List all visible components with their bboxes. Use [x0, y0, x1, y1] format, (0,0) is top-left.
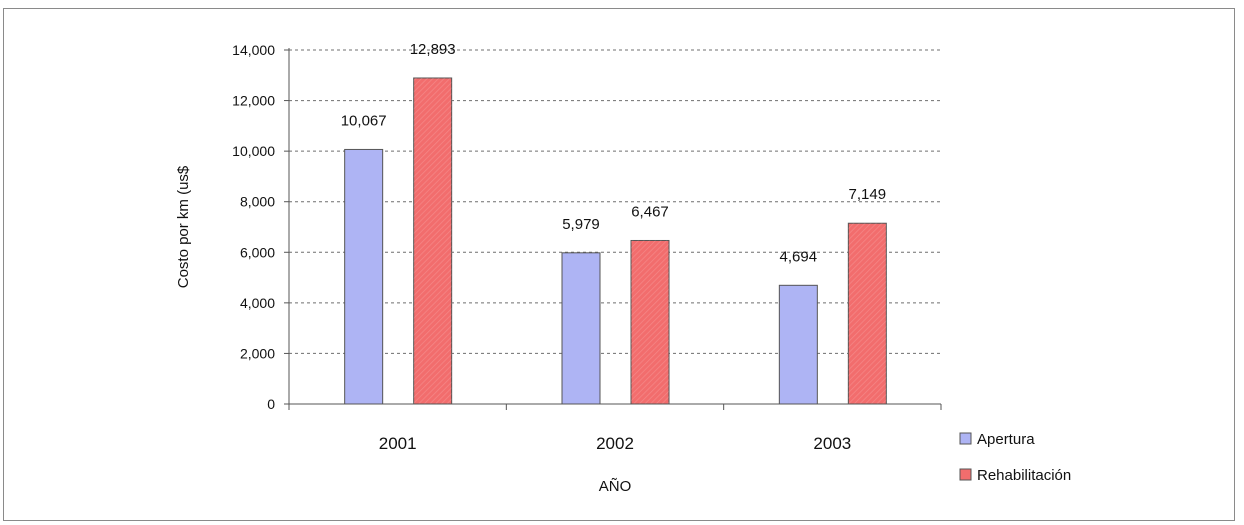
y-tick-label: 14,000: [232, 42, 275, 58]
y-tick-label: 0: [267, 396, 275, 412]
data-label: 12,893: [410, 41, 456, 58]
legend: Apertura Rehabilitación: [959, 431, 1071, 484]
bar-hatch: [413, 77, 452, 405]
legend-label: Apertura: [977, 431, 1035, 448]
bar-hatch: [848, 223, 887, 404]
x-axis-categories: 2001 2002 2003: [379, 434, 851, 453]
y-axis-title: Costo por km (us$: [175, 165, 192, 288]
data-label: 4,694: [780, 248, 818, 265]
data-label: 5,979: [562, 216, 600, 233]
x-category-label: 2003: [813, 434, 851, 453]
y-tick-label: 4,000: [240, 295, 275, 311]
x-axis-title: AÑO: [599, 478, 632, 495]
data-label: 10,067: [341, 112, 387, 129]
legend-swatch: [959, 432, 972, 445]
y-tick-label: 2,000: [240, 345, 275, 361]
y-tick-label: 6,000: [240, 244, 275, 260]
data-label: 7,149: [849, 186, 887, 203]
axes: [288, 48, 942, 410]
y-axis-ticks: 0 2,000 4,000 6,000 8,000 10,000 12,000 14,000: [232, 42, 289, 412]
bar-chart: 02,0004,0006,0008,00010,00012,00014,000 …: [175, 41, 1071, 495]
bars: [344, 77, 887, 405]
bar-apertura-2001: [344, 148, 384, 405]
y-tick-label: 12,000: [232, 93, 275, 109]
bar-apertura-2002: [561, 252, 601, 405]
data-label: 6,467: [631, 203, 669, 220]
legend-swatch: [959, 468, 972, 481]
y-tick-label: 8,000: [240, 194, 275, 210]
y-tick-label: 10,000: [232, 143, 275, 159]
gridlines: [289, 49, 941, 354]
data-labels: 10,067 12,893 5,979 6,467 4,694 7,149: [341, 41, 886, 265]
legend-label: Rehabilitación: [977, 467, 1071, 484]
bar-apertura-2003: [778, 284, 818, 405]
bar-hatch: [631, 240, 669, 404]
x-category-label: 2002: [596, 434, 634, 453]
x-category-label: 2001: [379, 434, 417, 453]
chart-frame: 0 2,000 4,000 6,000 8,000 10,000 12,000 14,000 …: [3, 8, 1235, 521]
